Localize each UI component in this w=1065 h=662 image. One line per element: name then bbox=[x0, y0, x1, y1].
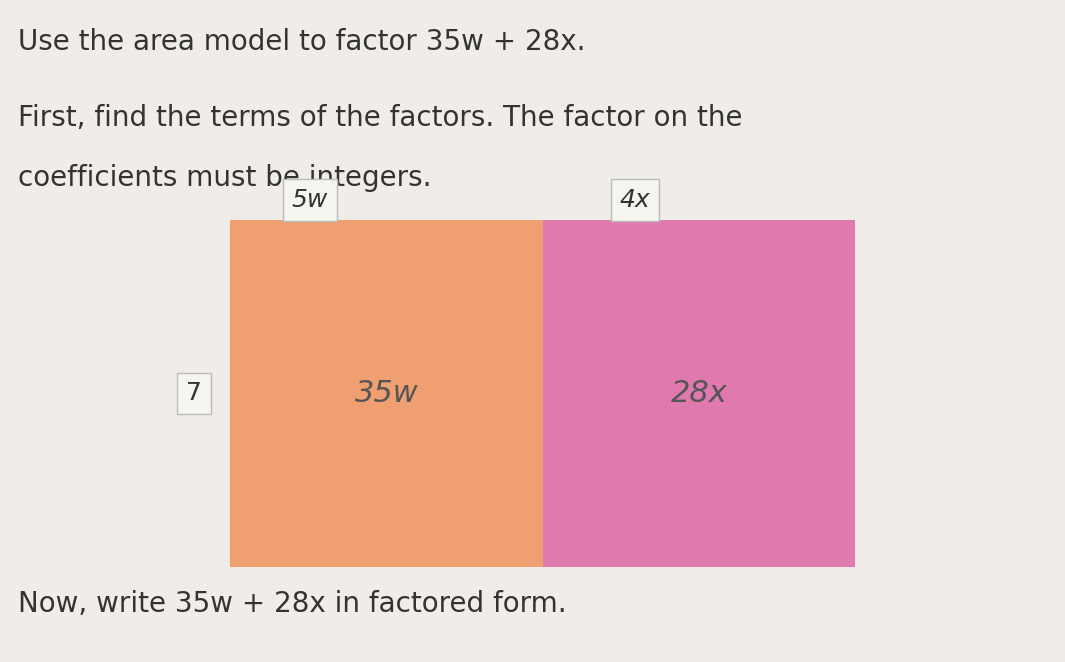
Text: coefficients must be integers.: coefficients must be integers. bbox=[18, 164, 431, 192]
Text: Now, write 35w + 28x in factored form.: Now, write 35w + 28x in factored form. bbox=[18, 590, 567, 618]
Text: 35w: 35w bbox=[355, 379, 419, 408]
Text: 5w: 5w bbox=[292, 188, 328, 212]
Text: 28x: 28x bbox=[671, 379, 727, 408]
Text: First, find the terms of the factors. The factor on the: First, find the terms of the factors. Th… bbox=[18, 104, 742, 132]
Bar bbox=[230, 220, 543, 567]
Text: 7: 7 bbox=[186, 381, 202, 406]
Text: Use the area model to factor 35w + 28x.: Use the area model to factor 35w + 28x. bbox=[18, 28, 586, 56]
Bar bbox=[543, 220, 855, 567]
Text: 4x: 4x bbox=[620, 188, 651, 212]
